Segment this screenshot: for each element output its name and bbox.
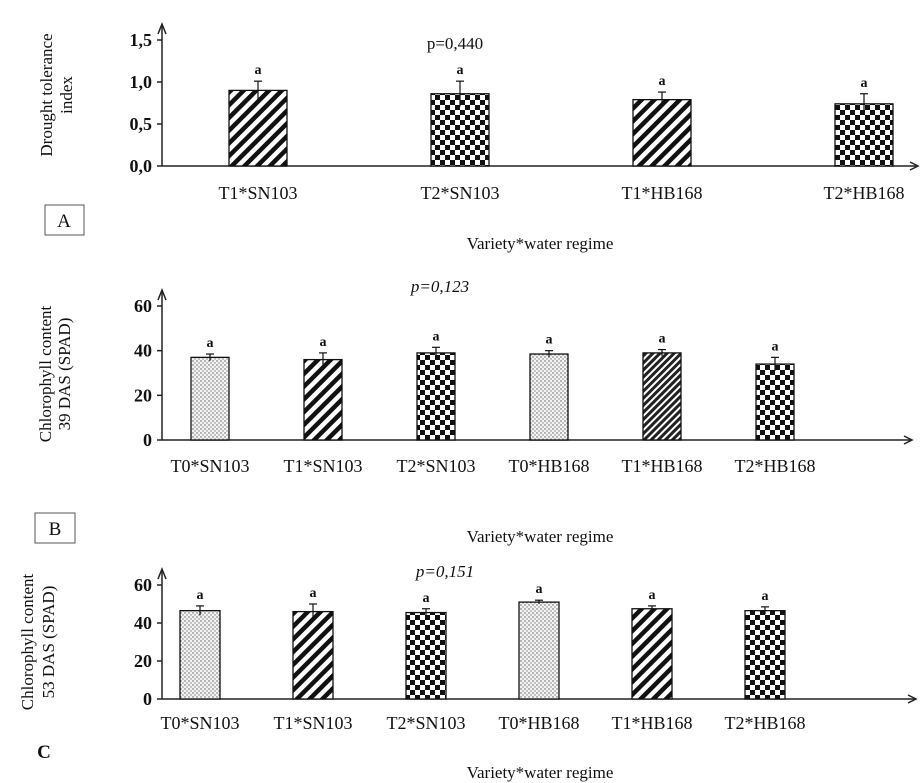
category-label: T0*HB168	[499, 713, 580, 733]
y-tick-label: 60	[134, 296, 152, 316]
y-axis-arrow	[157, 566, 167, 580]
category-label: T2*SN103	[386, 713, 465, 733]
panel-label-box	[44, 204, 85, 236]
category-label: T0*SN103	[160, 713, 239, 733]
bar-T1*HB168	[642, 352, 682, 441]
category-label: T1*SN103	[218, 183, 297, 203]
significance-letter: a	[861, 76, 868, 91]
category-label: T2*HB168	[735, 456, 816, 476]
panel-label-c: C	[37, 742, 51, 763]
bar-T1*HB168	[631, 608, 673, 700]
category-label: T1*HB168	[612, 713, 693, 733]
category-label: T1*HB168	[622, 183, 703, 203]
y-tick-label: 1,0	[130, 72, 153, 92]
significance-letter: a	[546, 333, 553, 348]
bar-T1*SN103	[228, 89, 288, 167]
significance-letter: a	[310, 586, 317, 601]
bar-T1*SN103	[292, 610, 334, 700]
category-label: T2*SN103	[420, 183, 499, 203]
significance-letter: a	[659, 332, 666, 347]
x-axis-label: Variety*water regime	[467, 527, 614, 546]
y-tick-label: 0	[143, 689, 152, 709]
significance-letter: a	[207, 336, 214, 351]
bar-T0*SN103	[179, 610, 221, 700]
category-label: T2*HB168	[824, 183, 905, 203]
significance-letter: a	[457, 63, 464, 78]
y-axis-label: 53 DAS (SPAD)	[39, 586, 58, 699]
bar-T0*HB168	[518, 601, 560, 700]
significance-letter: a	[659, 74, 666, 89]
bar-T2*SN103	[405, 611, 447, 700]
panel-c: 0 20 40 60 Chlorophyll content 53 DAS (SPAD) a…	[18, 562, 918, 782]
x-axis-arrow	[907, 694, 918, 704]
panel-b: 0 20 40 60 Chlorophyll content 39 DAS (SPAD) a…	[34, 277, 914, 546]
significance-letter: a	[255, 63, 262, 78]
panel-label: A	[57, 211, 71, 232]
p-value: p=0,123	[410, 277, 469, 296]
p-value: p=0,151	[415, 562, 474, 581]
bar-T2*SN103	[416, 352, 456, 441]
bar-T1*HB168	[632, 98, 692, 167]
y-tick-label: 0,0	[130, 156, 153, 176]
x-axis-label: Variety*water regime	[467, 234, 614, 253]
p-value: p=0,440	[427, 34, 483, 53]
y-tick-label: 0	[143, 430, 152, 450]
category-label: T0*HB168	[509, 456, 590, 476]
significance-letter: a	[197, 588, 204, 603]
y-axis-arrow	[157, 21, 167, 35]
y-tick-label: 20	[134, 385, 152, 405]
x-axis-arrow	[903, 435, 914, 445]
x-axis-label: Variety*water regime	[467, 763, 614, 782]
significance-letter: a	[762, 589, 769, 604]
y-tick-label: 40	[134, 613, 152, 633]
y-axis-label: 39 DAS (SPAD)	[55, 318, 74, 431]
significance-letter: a	[649, 588, 656, 603]
category-label: T1*HB168	[622, 456, 703, 476]
y-tick-label: 40	[134, 341, 152, 361]
y-tick-label: 60	[134, 575, 152, 595]
category-label: T2*SN103	[396, 456, 475, 476]
significance-letter: a	[536, 582, 543, 597]
category-label: T2*HB168	[725, 713, 806, 733]
bar-T2*HB168	[834, 103, 894, 167]
bar-T0*HB168	[529, 353, 569, 441]
y-axis-label: Drought tolerance	[37, 33, 56, 156]
bar-T2*HB168	[755, 363, 795, 441]
x-axis-arrow	[909, 161, 920, 171]
panel-label: B	[49, 519, 62, 540]
y-tick-label: 1,5	[130, 30, 153, 50]
y-tick-label: 20	[134, 651, 152, 671]
significance-letter: a	[433, 329, 440, 344]
y-axis-label: Chlorophyll content	[36, 306, 55, 443]
category-label: T0*SN103	[170, 456, 249, 476]
bar-T0*SN103	[190, 356, 230, 441]
y-tick-label: 0,5	[130, 114, 153, 134]
significance-letter: a	[320, 335, 327, 350]
panel-a: 0,0 0,5 1,0 1,5 Drought tolerance index a T1*SN…	[37, 21, 920, 253]
significance-letter: a	[772, 339, 779, 354]
y-axis-label: Chlorophyll content	[18, 574, 37, 711]
bar-T1*SN103	[303, 358, 343, 441]
significance-letter: a	[423, 591, 430, 606]
bar-T2*HB168	[744, 610, 786, 700]
panel-label-box	[34, 512, 76, 544]
category-label: T1*SN103	[273, 713, 352, 733]
category-label: T1*SN103	[283, 456, 362, 476]
y-axis-label: index	[57, 76, 76, 114]
y-axis-arrow	[157, 287, 167, 301]
